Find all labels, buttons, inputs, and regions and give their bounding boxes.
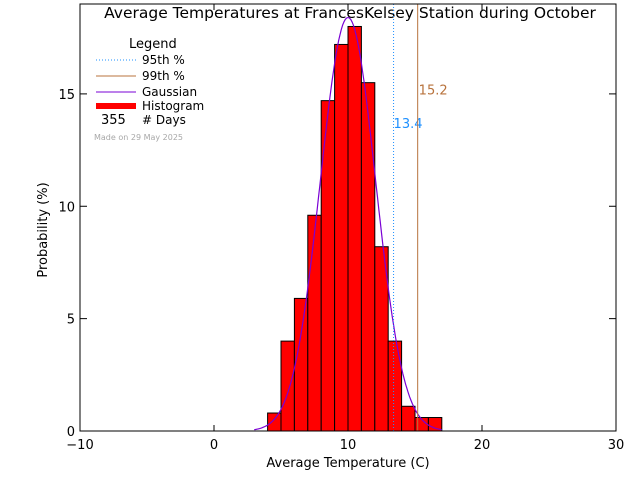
x-tick-label: 20 [474, 438, 491, 453]
histogram-bar [267, 412, 282, 432]
y-tick-label: 15 [58, 88, 75, 103]
legend-label: 95th % [142, 53, 185, 67]
x-tick-label: −10 [66, 438, 93, 453]
histogram-bar [307, 214, 322, 432]
legend-label: Gaussian [142, 85, 197, 99]
percentile-label: 13.4 [394, 117, 423, 132]
histogram-bar [334, 43, 349, 432]
legend-label: 99th % [142, 69, 185, 83]
percentile-lines: 13.4 15.2 [393, 4, 448, 431]
y-tick-label: 0 [67, 425, 75, 440]
x-tick-label: 30 [608, 438, 625, 453]
day-count: 355 [101, 113, 126, 128]
legend-title: Legend [129, 37, 177, 52]
histogram-bar [280, 340, 295, 432]
histogram-bar [401, 405, 416, 432]
histogram-bar [387, 340, 403, 432]
gaussian-curve [254, 16, 442, 431]
y-tick-label: 10 [58, 200, 75, 215]
x-axis-label: Average Temperature (C) [266, 456, 429, 471]
x-axis-ticks: −10 0 10 20 30 [66, 4, 624, 453]
x-tick-label: 10 [340, 438, 357, 453]
y-axis-ticks: 0 5 10 15 [58, 88, 616, 440]
chart-title: Average Temperatures at FrancesKelsey St… [104, 4, 596, 22]
histogram-bars [267, 25, 443, 432]
x-tick-label: 0 [210, 438, 218, 453]
y-axis-label: Probability (%) [36, 182, 51, 277]
legend-label: Histogram [142, 99, 204, 113]
histogram-bar [360, 82, 376, 432]
histogram-bar [347, 25, 362, 432]
day-count-label: # Days [142, 113, 186, 127]
histogram-bar [293, 297, 309, 432]
watermark: Made on 29 May 2025 [94, 133, 183, 142]
y-tick-label: 5 [67, 313, 75, 328]
percentile-label: 15.2 [419, 83, 448, 98]
